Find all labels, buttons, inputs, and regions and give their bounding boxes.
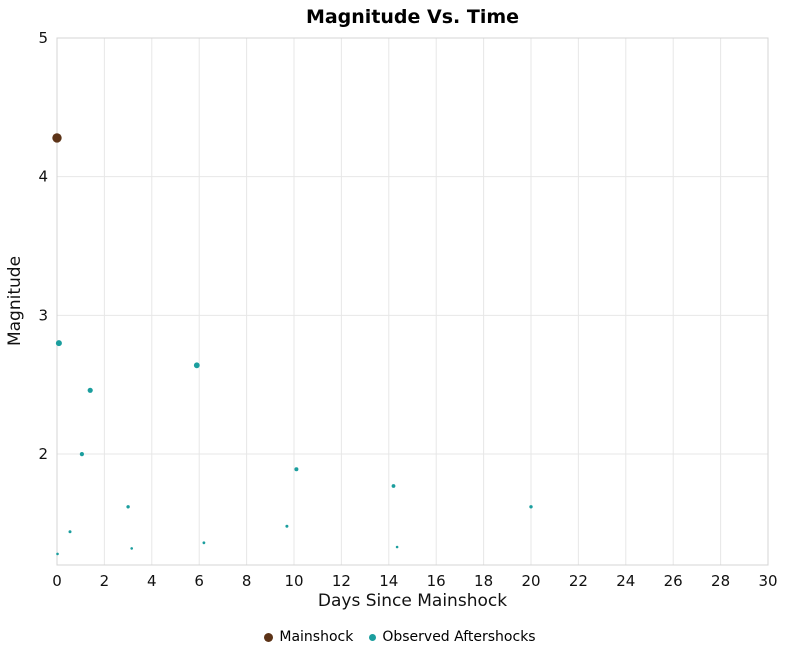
x-tick-label: 22 — [569, 572, 588, 590]
y-tick-label: 2 — [38, 445, 48, 463]
x-tick-label: 2 — [100, 572, 110, 590]
data-point — [395, 545, 399, 549]
x-tick-label: 16 — [427, 572, 446, 590]
data-point — [79, 452, 84, 457]
data-point — [130, 547, 133, 550]
legend-label-mainshock: Mainshock — [279, 629, 354, 645]
y-tick-label: 5 — [38, 29, 48, 47]
x-axis-label: Days Since Mainshock — [317, 591, 508, 611]
data-point — [285, 524, 289, 528]
data-point — [193, 362, 200, 369]
data-point — [52, 133, 62, 143]
x-tick-label: 10 — [284, 572, 303, 590]
x-tick-label: 12 — [332, 572, 351, 590]
y-tick-label: 4 — [38, 168, 48, 186]
mainshock-legend-dot-icon — [264, 632, 274, 642]
x-tick-label: 30 — [758, 572, 777, 590]
chart-legend: Mainshock Observed Aftershocks — [0, 629, 800, 645]
data-point — [68, 530, 72, 534]
data-point — [391, 484, 396, 488]
chart-title: Magnitude Vs. Time — [305, 6, 520, 28]
x-tick-label: 6 — [194, 572, 204, 590]
x-tick-label: 18 — [474, 572, 493, 590]
data-point — [56, 552, 59, 556]
y-axis-label: Magnitude — [5, 255, 25, 347]
x-tick-label: 0 — [52, 572, 62, 590]
x-tick-label: 14 — [379, 572, 398, 590]
data-point — [126, 505, 130, 509]
x-tick-label: 4 — [147, 572, 157, 590]
legend-item-aftershocks: Observed Aftershocks — [369, 629, 536, 645]
data-point — [294, 467, 299, 472]
data-point — [55, 340, 62, 347]
y-tick-label: 3 — [38, 306, 48, 324]
x-tick-label: 24 — [616, 572, 635, 590]
data-point — [529, 505, 533, 509]
data-point — [202, 541, 206, 545]
x-tick-label: 8 — [242, 572, 252, 590]
x-tick-label: 28 — [711, 572, 730, 590]
aftershock-legend-dot-icon — [369, 633, 377, 641]
x-tick-label: 20 — [521, 572, 540, 590]
data-point — [87, 387, 93, 393]
x-tick-label: 26 — [664, 572, 683, 590]
legend-item-mainshock: Mainshock — [264, 629, 353, 645]
plot-frame — [56, 37, 769, 566]
legend-label-aftershocks: Observed Aftershocks — [382, 629, 536, 645]
